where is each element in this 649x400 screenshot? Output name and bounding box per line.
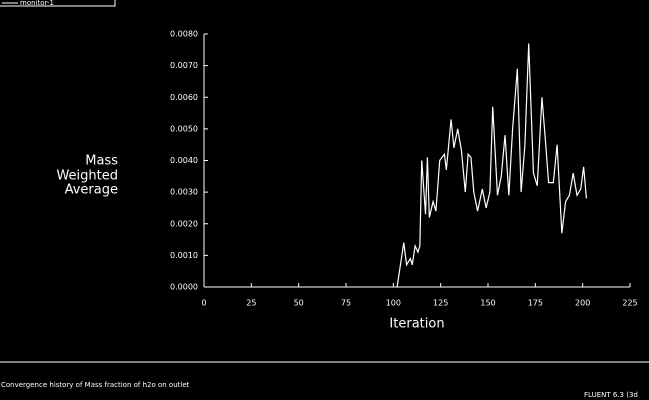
x-tick-label: 50 xyxy=(294,299,304,308)
y-tick-label: 0.0080 xyxy=(170,30,198,39)
y-tick-label: 0.0070 xyxy=(170,61,198,70)
x-tick-label: 200 xyxy=(575,299,590,308)
plot-title: Convergence history of Mass fraction of … xyxy=(1,381,190,389)
x-tick-label: 75 xyxy=(341,299,351,308)
x-tick-label: 225 xyxy=(622,299,637,308)
legend-box xyxy=(0,0,116,7)
y-tick-label: 0.0030 xyxy=(170,188,198,197)
x-tick-label: 175 xyxy=(528,299,543,308)
y-tick-label: 0.0020 xyxy=(170,219,198,228)
y-axis-label: Weighted xyxy=(56,169,118,184)
y-tick-label: 0.0010 xyxy=(170,251,198,260)
x-tick-label: 150 xyxy=(480,299,495,308)
y-axis-label: Mass xyxy=(85,154,118,169)
y-tick-label: 0.0060 xyxy=(170,93,198,102)
x-tick-label: 125 xyxy=(433,299,448,308)
x-tick-label: 100 xyxy=(386,299,401,308)
y-axis-label: Average xyxy=(65,183,118,198)
x-tick-label: 0 xyxy=(201,299,206,308)
legend-label: monitor-1 xyxy=(20,0,54,7)
y-tick-label: 0.0000 xyxy=(170,283,198,292)
series-line xyxy=(396,43,588,288)
y-tick-label: 0.0040 xyxy=(170,156,198,165)
x-tick-label: 25 xyxy=(246,299,256,308)
footer: FLUENT 6.3 (3d xyxy=(584,391,638,399)
x-axis-label: Iteration xyxy=(389,317,444,332)
y-tick-label: 0.0050 xyxy=(170,124,198,133)
